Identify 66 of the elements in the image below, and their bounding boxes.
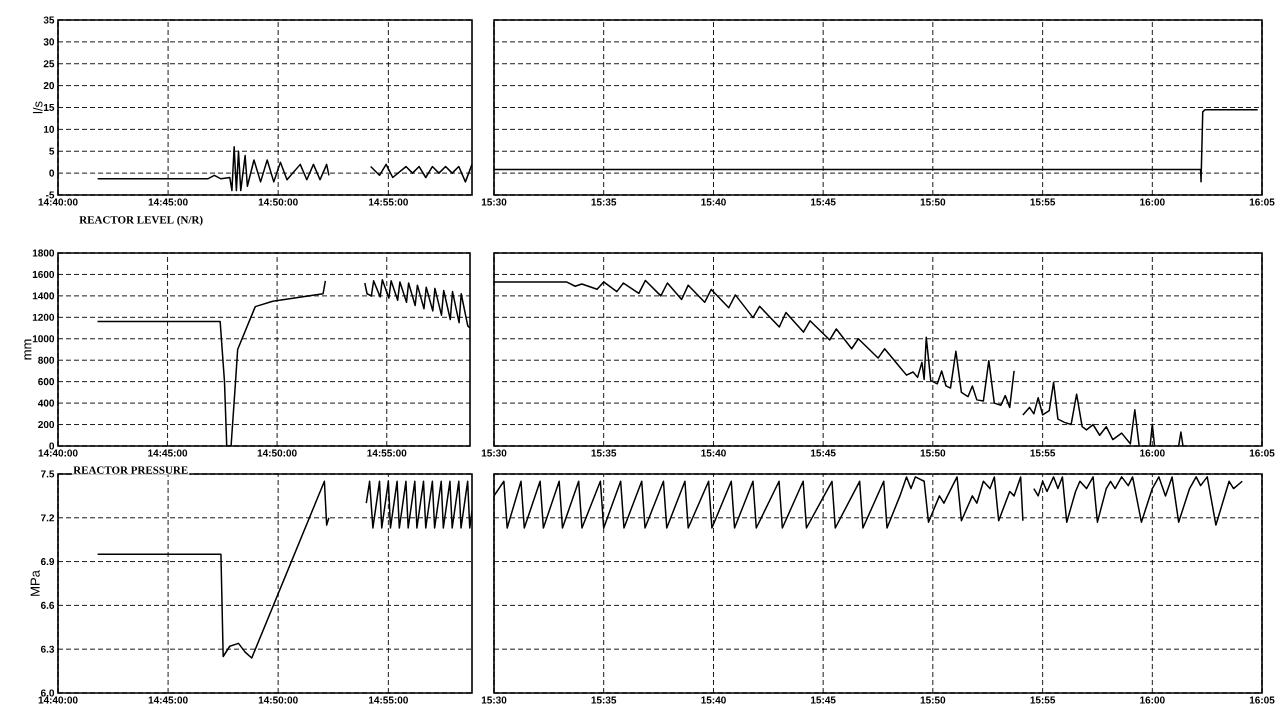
y-tick-label: 1000 (32, 335, 55, 343)
x-tick-label: 15:55 (1030, 696, 1056, 704)
x-tick-label: 14:55:00 (367, 449, 407, 457)
x-tick-label: 15:35 (591, 198, 617, 206)
x-tick-label: 16:05 (1249, 696, 1275, 704)
y-tick-label: 0 (49, 169, 55, 177)
y-tick-label: 15 (43, 104, 55, 111)
chart-title: REACTOR LEVEL (N/R) (79, 215, 203, 226)
x-tick-label: 15:30 (481, 449, 507, 457)
x-tick-label: 15:35 (591, 449, 617, 457)
x-tick-label: 14:40:00 (38, 449, 78, 457)
x-tick-label: 15:30 (481, 198, 507, 206)
x-tick-label: 14:50:00 (258, 696, 298, 704)
y-tick-label: 7.5 (41, 470, 55, 478)
x-tick-label: 15:55 (1030, 449, 1056, 457)
y-tick-label: 200 (38, 421, 55, 429)
y-tick-label: 20 (43, 82, 55, 90)
y-tick-label: 6.6 (40, 601, 55, 609)
x-tick-label: 15:40 (701, 696, 726, 704)
x-tick-label: 15:55 (1030, 198, 1056, 206)
y-tick-label: 1200 (32, 313, 55, 321)
x-tick-label: 14:45:00 (148, 449, 188, 457)
y-tick-label: 10 (43, 125, 55, 133)
x-tick-label: 15:40 (701, 198, 726, 206)
x-tick-label: 16:00 (1140, 198, 1165, 206)
y-tick-label: -5 (45, 191, 55, 199)
x-tick-label: 15:30 (481, 696, 507, 704)
y-tick-label: 25 (43, 60, 55, 68)
x-tick-label: 16:00 (1140, 449, 1165, 457)
x-tick-label: 14:45:00 (148, 198, 188, 206)
y-tick-label: 6.0 (40, 689, 55, 697)
x-tick-label: 14:50:00 (258, 198, 298, 206)
y-axis-title: l/s (32, 101, 43, 114)
x-tick-label: 15:40 (701, 449, 726, 457)
y-tick-label: 400 (37, 399, 55, 407)
x-tick-label: 14:40:00 (38, 696, 78, 704)
x-tick-label: 15:50 (920, 198, 946, 206)
x-tick-label: 15:45 (811, 696, 836, 704)
y-tick-label: 5 (49, 147, 55, 155)
y-tick-label: 1600 (32, 270, 55, 278)
x-tick-label: 16:05 (1249, 198, 1275, 206)
y-tick-label: 7.2 (41, 514, 55, 522)
y-axis-title: MPa (30, 570, 40, 596)
y-tick-label: 6.3 (40, 645, 55, 653)
x-tick-label: 16:05 (1249, 449, 1275, 457)
y-tick-label: 1800 (32, 249, 55, 257)
x-tick-label: 14:50:00 (257, 449, 297, 457)
y-tick-label: 600 (38, 378, 55, 386)
y-tick-label: 800 (38, 356, 55, 364)
x-tick-label: 14:55:00 (368, 198, 408, 206)
x-tick-label: 15:50 (920, 449, 946, 457)
x-tick-label: 16:00 (1140, 696, 1165, 704)
y-tick-label: 35 (43, 16, 55, 24)
x-tick-label: 15:35 (591, 696, 617, 704)
x-tick-label: 14:40:00 (38, 198, 78, 206)
x-tick-label: 14:55:00 (368, 696, 408, 704)
x-tick-label: 15:45 (811, 449, 836, 457)
y-tick-label: 30 (43, 38, 55, 46)
x-tick-label: 15:45 (811, 198, 836, 206)
y-axis-title: mm (24, 339, 32, 360)
y-tick-label: 1400 (32, 292, 55, 300)
x-tick-label: 15:50 (920, 696, 946, 704)
y-tick-label: 6.9 (40, 558, 55, 566)
chart-title: REACTOR PRESSURE (73, 466, 188, 474)
x-tick-label: 14:45:00 (148, 696, 188, 704)
y-tick-label: 0 (49, 442, 55, 450)
